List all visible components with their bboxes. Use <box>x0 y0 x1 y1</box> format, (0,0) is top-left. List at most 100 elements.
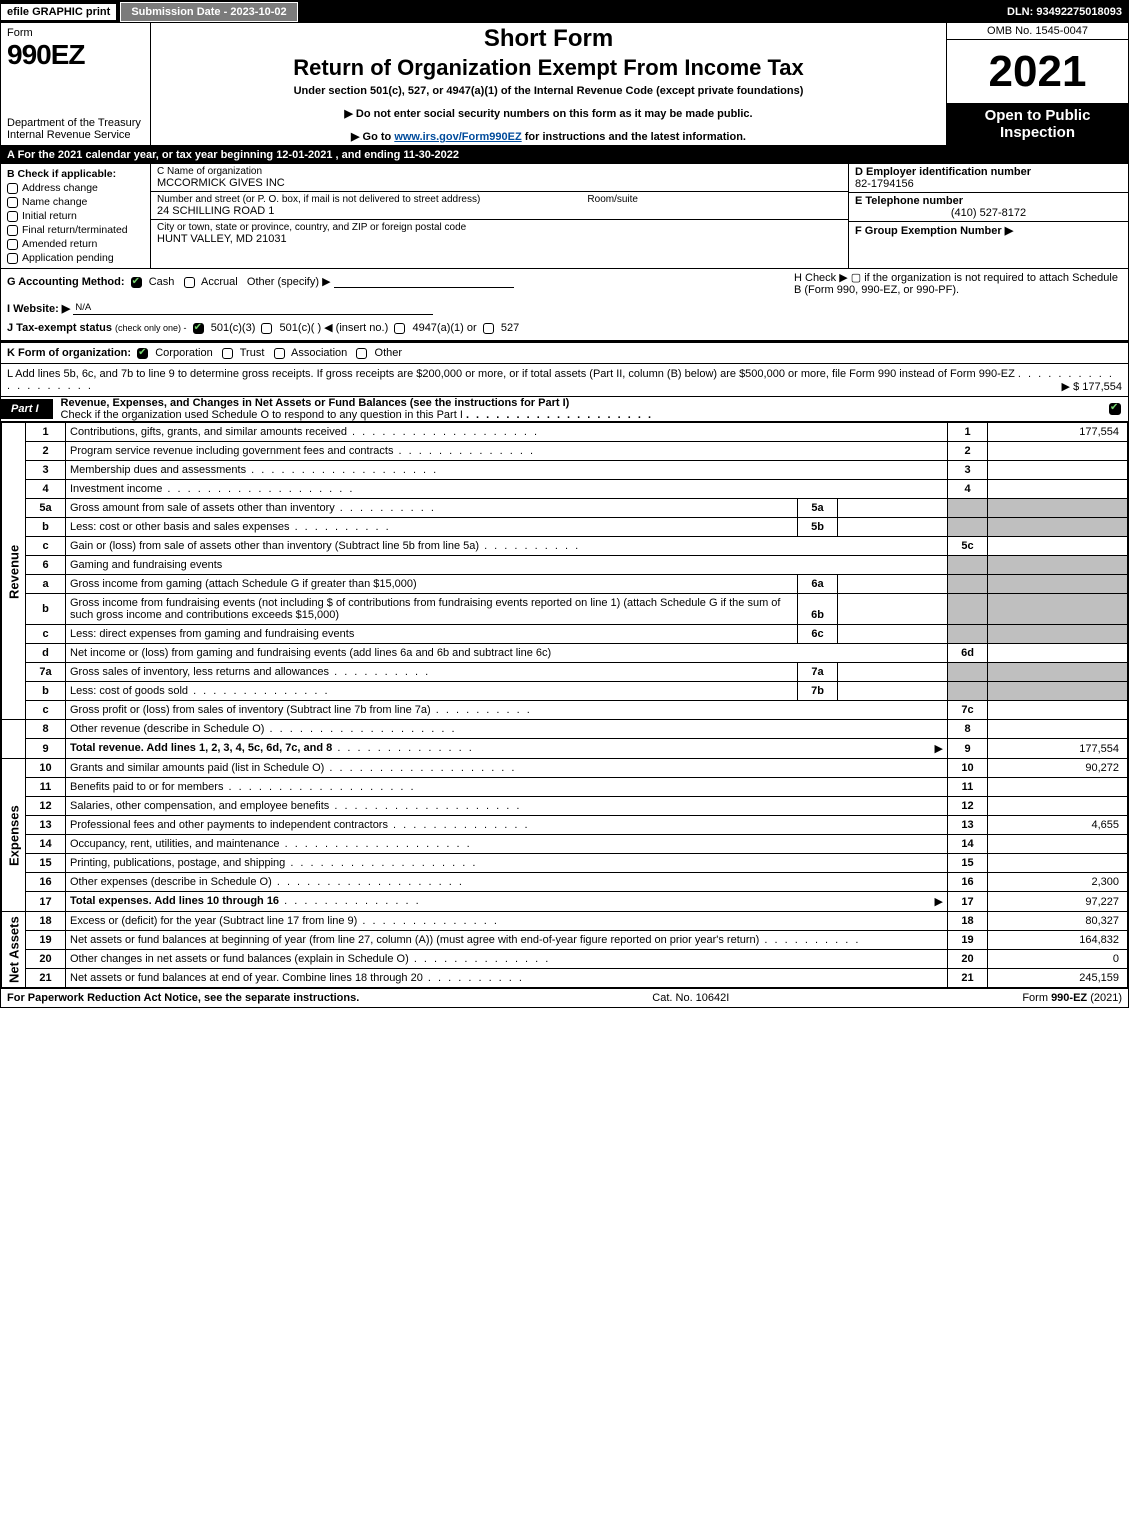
opt-corporation: Corporation <box>155 347 212 359</box>
line-num: 18 <box>26 912 66 931</box>
line-num: 4 <box>26 480 66 499</box>
table-row: 21 Net assets or fund balances at end of… <box>2 969 1128 988</box>
grey-cell <box>988 499 1128 518</box>
sub-value <box>838 682 948 701</box>
line-key: 14 <box>948 835 988 854</box>
line-j-label: J Tax-exempt status <box>7 322 112 334</box>
short-form-title: Short Form <box>159 25 938 53</box>
group-exemption-row: F Group Exemption Number ▶ <box>849 222 1128 268</box>
chk-527[interactable] <box>483 323 494 334</box>
table-row: 2 Program service revenue including gove… <box>2 442 1128 461</box>
line-desc: Other changes in net assets or fund bala… <box>70 953 409 965</box>
line-value: 0 <box>988 950 1128 969</box>
line-desc: Excess or (deficit) for the year (Subtra… <box>70 915 357 927</box>
sub-value <box>838 518 948 537</box>
website-value: N/A <box>75 302 91 313</box>
other-specify-input[interactable] <box>334 275 514 288</box>
chk-trust[interactable] <box>222 348 233 359</box>
line-desc: Benefits paid to or for members <box>70 781 223 793</box>
line-num: 10 <box>26 759 66 778</box>
table-row: c Gain or (loss) from sale of assets oth… <box>2 537 1128 556</box>
dots <box>466 409 653 421</box>
chk-initial-return[interactable]: Initial return <box>7 210 144 222</box>
line-l: L Add lines 5b, 6c, and 7b to line 9 to … <box>1 364 1128 397</box>
grey-cell <box>948 499 988 518</box>
chk-amended-return[interactable]: Amended return <box>7 238 144 250</box>
sub-value <box>838 499 948 518</box>
chk-association[interactable] <box>274 348 285 359</box>
line-num: 5a <box>26 499 66 518</box>
chk-corporation[interactable] <box>137 348 148 359</box>
section-revenue-label: Revenue <box>2 423 26 720</box>
line-num: d <box>26 644 66 663</box>
line-desc: Gross sales of inventory, less returns a… <box>70 666 329 678</box>
chk-final-return[interactable]: Final return/terminated <box>7 224 144 236</box>
part-i-sub: Check if the organization used Schedule … <box>61 409 463 421</box>
grey-cell <box>988 625 1128 644</box>
line-key: 5c <box>948 537 988 556</box>
city-row: City or town, state or province, country… <box>151 220 848 247</box>
chk-4947[interactable] <box>394 323 405 334</box>
line-desc: Professional fees and other payments to … <box>70 819 388 831</box>
phone-row: E Telephone number (410) 527-8172 <box>849 193 1128 222</box>
line-num: b <box>26 594 66 625</box>
dln-label: DLN: 93492275018093 <box>1007 6 1128 18</box>
header-mid: Short Form Return of Organization Exempt… <box>151 23 946 145</box>
city-value: HUNT VALLEY, MD 21031 <box>157 233 842 245</box>
line-key: 2 <box>948 442 988 461</box>
table-row: Net Assets 18 Excess or (deficit) for th… <box>2 912 1128 931</box>
line-desc: Net income or (loss) from gaming and fun… <box>70 647 551 659</box>
cash-label: Cash <box>149 276 175 288</box>
line-value: 245,159 <box>988 969 1128 988</box>
line-key: 1 <box>948 423 988 442</box>
line-key: 7c <box>948 701 988 720</box>
table-row: 13 Professional fees and other payments … <box>2 816 1128 835</box>
org-name-row: C Name of organization MCCORMICK GIVES I… <box>151 164 848 192</box>
chk-501c[interactable] <box>261 323 272 334</box>
table-row: Revenue 1 Contributions, gifts, grants, … <box>2 423 1128 442</box>
line-value <box>988 835 1128 854</box>
chk-address-change[interactable]: Address change <box>7 182 144 194</box>
line-num: 12 <box>26 797 66 816</box>
sub-key: 6c <box>798 625 838 644</box>
table-row: 14 Occupancy, rent, utilities, and maint… <box>2 835 1128 854</box>
line-num: 15 <box>26 854 66 873</box>
sub-key: 5b <box>798 518 838 537</box>
chk-application-pending[interactable]: Application pending <box>7 252 144 264</box>
chk-cash[interactable] <box>131 277 142 288</box>
chk-name-change[interactable]: Name change <box>7 196 144 208</box>
line-num: 11 <box>26 778 66 797</box>
ein-row: D Employer identification number 82-1794… <box>849 164 1128 193</box>
line-desc: Gross profit or (loss) from sales of inv… <box>70 704 431 716</box>
city-label: City or town, state or province, country… <box>157 222 842 233</box>
line-key: 4 <box>948 480 988 499</box>
line-num: 14 <box>26 835 66 854</box>
footer-paperwork: For Paperwork Reduction Act Notice, see … <box>7 992 359 1004</box>
website-input[interactable]: N/A <box>73 302 433 315</box>
chk-501c3[interactable] <box>193 323 204 334</box>
grey-cell <box>988 556 1128 575</box>
irs-link[interactable]: www.irs.gov/Form990EZ <box>394 131 521 143</box>
room-suite-label: Room/suite <box>587 194 638 205</box>
sub-key: 7b <box>798 682 838 701</box>
line-desc: Less: direct expenses from gaming and fu… <box>70 628 354 640</box>
line-desc: Gross amount from sale of assets other t… <box>70 502 335 514</box>
header-left: Form 990EZ Department of the Treasury In… <box>1 23 151 145</box>
line-desc: Membership dues and assessments <box>70 464 246 476</box>
line-value <box>988 644 1128 663</box>
line-g-label: G Accounting Method: <box>7 276 125 288</box>
table-row: 6 Gaming and fundraising events <box>2 556 1128 575</box>
line-value <box>988 778 1128 797</box>
line-key: 21 <box>948 969 988 988</box>
line-num: c <box>26 625 66 644</box>
grey-cell <box>948 575 988 594</box>
part-i-schedule-o-check[interactable] <box>1106 403 1128 415</box>
line-desc: Occupancy, rent, utilities, and maintena… <box>70 838 280 850</box>
chk-other-org[interactable] <box>356 348 367 359</box>
chk-accrual[interactable] <box>184 277 195 288</box>
sub-value <box>838 594 948 625</box>
ein-value: 82-1794156 <box>855 178 914 190</box>
line-key: 20 <box>948 950 988 969</box>
line-l-text: L Add lines 5b, 6c, and 7b to line 9 to … <box>7 368 1015 380</box>
line-value <box>988 701 1128 720</box>
